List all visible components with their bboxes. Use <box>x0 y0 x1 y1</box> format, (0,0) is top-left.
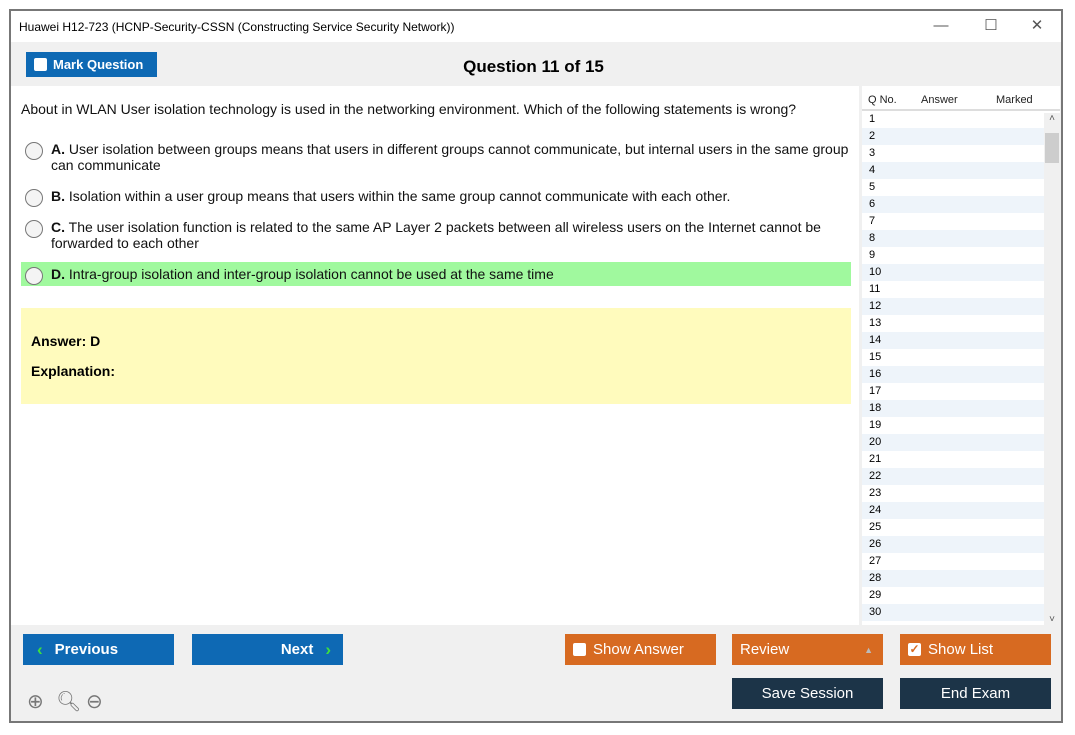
option-d[interactable]: D. Intra-group isolation and inter-group… <box>21 262 851 286</box>
list-row[interactable]: 6 <box>862 196 1044 213</box>
option-c[interactable]: C. The user isolation function is relate… <box>21 219 851 251</box>
review-dropdown[interactable]: Review ▲ <box>732 634 883 665</box>
question-list: Q No. Answer Marked 1 2 3 4 5 6 7 8 9 10 11 12 13 14 1… <box>862 86 1060 625</box>
close-button[interactable]: ✕ <box>1030 17 1044 34</box>
list-row[interactable]: 12 <box>862 298 1044 315</box>
option-text: Intra-group isolation and inter-group is… <box>68 266 554 282</box>
maximize-button[interactable]: ☐ <box>984 17 998 34</box>
list-row[interactable]: 13 <box>869 317 882 329</box>
list-row[interactable]: 23 <box>869 487 882 499</box>
question-text: About in WLAN User isolation technology … <box>21 101 797 117</box>
list-row[interactable]: 26 <box>862 536 1044 553</box>
list-row[interactable]: 14 <box>862 332 1044 349</box>
list-row[interactable]: 2 <box>862 128 1044 145</box>
mark-label: Mark Question <box>53 57 144 72</box>
list-row[interactable]: 22 <box>862 468 1044 485</box>
radio-button[interactable] <box>25 142 43 160</box>
previous-label: Previous <box>54 641 119 658</box>
end-exam-button[interactable]: End Exam <box>900 678 1051 709</box>
minimize-button[interactable]: — <box>933 17 949 34</box>
explanation-label: Explanation: <box>31 363 116 379</box>
list-row[interactable]: 20 <box>862 434 1044 451</box>
list-row[interactable]: 10 <box>862 264 1044 281</box>
zoom-out-icon[interactable]: ⊖ <box>86 691 103 713</box>
scroll-down-icon[interactable]: ˅ <box>1049 614 1055 625</box>
option-letter: A. <box>51 141 65 157</box>
header-answer[interactable]: Answer <box>921 94 958 106</box>
list-row[interactable]: 27 <box>869 555 882 567</box>
list-row[interactable]: 1 <box>869 113 876 125</box>
list-row[interactable]: 16 <box>862 366 1044 383</box>
option-a[interactable]: A. User isolation between groups means t… <box>21 141 851 173</box>
answer-box: Answer: D Explanation: <box>21 308 851 404</box>
list-row[interactable]: 25 <box>869 521 882 533</box>
option-letter: D. <box>51 266 65 282</box>
zoom-in-icon[interactable]: ⊕ <box>27 691 44 713</box>
title-bar: Huawei H12-723 (HCNP-Security-CSSN (Cons… <box>11 11 1061 42</box>
mark-question-button[interactable]: Mark Question <box>26 52 157 77</box>
list-row[interactable]: 9 <box>869 249 876 261</box>
show-list-label: Show List <box>928 641 994 658</box>
header-qno[interactable]: Q No. <box>868 94 897 106</box>
radio-button[interactable] <box>25 220 43 238</box>
scroll-thumb[interactable] <box>1045 133 1059 163</box>
show-answer-button[interactable]: Show Answer <box>565 634 716 665</box>
list-row[interactable]: 29 <box>869 589 882 601</box>
scrollbar[interactable]: ˄ ˅ <box>1044 113 1060 625</box>
save-session-button[interactable]: Save Session <box>732 678 883 709</box>
list-row[interactable]: 24 <box>862 502 1044 519</box>
chevron-left-icon: ‹ <box>37 639 43 659</box>
list-row[interactable]: 5 <box>869 181 876 193</box>
review-label: Review <box>740 641 790 658</box>
list-row[interactable]: 18 <box>862 400 1044 417</box>
show-answer-label: Show Answer <box>593 641 684 658</box>
previous-button[interactable]: ‹ Previous <box>23 634 174 665</box>
zoom-reset-icon[interactable]: 🔍︎ <box>56 691 82 713</box>
list-row[interactable]: 30 <box>862 604 1044 621</box>
caret-up-icon: ▲ <box>864 644 873 655</box>
next-label: Next <box>280 641 314 658</box>
window-title: Huawei H12-723 (HCNP-Security-CSSN (Cons… <box>19 20 455 34</box>
app-window: Huawei H12-723 (HCNP-Security-CSSN (Cons… <box>9 9 1063 723</box>
list-row[interactable]: 15 <box>869 351 882 363</box>
header-marked[interactable]: Marked <box>996 94 1033 106</box>
list-row[interactable]: 8 <box>862 230 1044 247</box>
checkbox-icon <box>34 58 47 71</box>
scroll-up-icon[interactable]: ˄ <box>1049 113 1055 124</box>
list-row[interactable]: 17 <box>869 385 882 397</box>
list-row[interactable]: 7 <box>869 215 876 227</box>
list-row[interactable]: 19 <box>869 419 882 431</box>
list-rows: 1 2 3 4 5 6 7 8 9 10 11 12 13 14 15 16 17 18 19 20 21 22 23 24 2… <box>862 111 1060 621</box>
show-list-button[interactable]: ✓ Show List <box>900 634 1051 665</box>
chevron-right-icon: › <box>325 639 331 659</box>
answer-text: Answer: D <box>31 333 101 349</box>
list-row[interactable]: 21 <box>869 453 882 465</box>
option-text: Isolation within a user group means that… <box>68 188 731 204</box>
radio-button[interactable] <box>25 189 43 207</box>
option-b[interactable]: B. Isolation within a user group means t… <box>21 188 851 207</box>
next-button[interactable]: Next › <box>192 634 343 665</box>
checkbox-icon <box>573 643 586 656</box>
list-row[interactable]: 11 <box>869 283 881 295</box>
list-row[interactable]: 28 <box>862 570 1044 587</box>
list-row[interactable]: 3 <box>869 147 876 159</box>
option-text: User isolation between groups means that… <box>51 141 849 173</box>
question-panel: About in WLAN User isolation technology … <box>11 86 859 625</box>
checkbox-checked-icon: ✓ <box>908 642 921 656</box>
list-row[interactable]: 4 <box>862 162 1044 179</box>
list-header: Q No. Answer Marked <box>862 86 1060 111</box>
radio-button[interactable] <box>25 267 43 285</box>
question-counter: Question 11 of 15 <box>463 57 604 76</box>
option-letter: C. <box>51 219 65 235</box>
option-text: The user isolation function is related t… <box>51 219 821 251</box>
option-letter: B. <box>51 188 65 204</box>
